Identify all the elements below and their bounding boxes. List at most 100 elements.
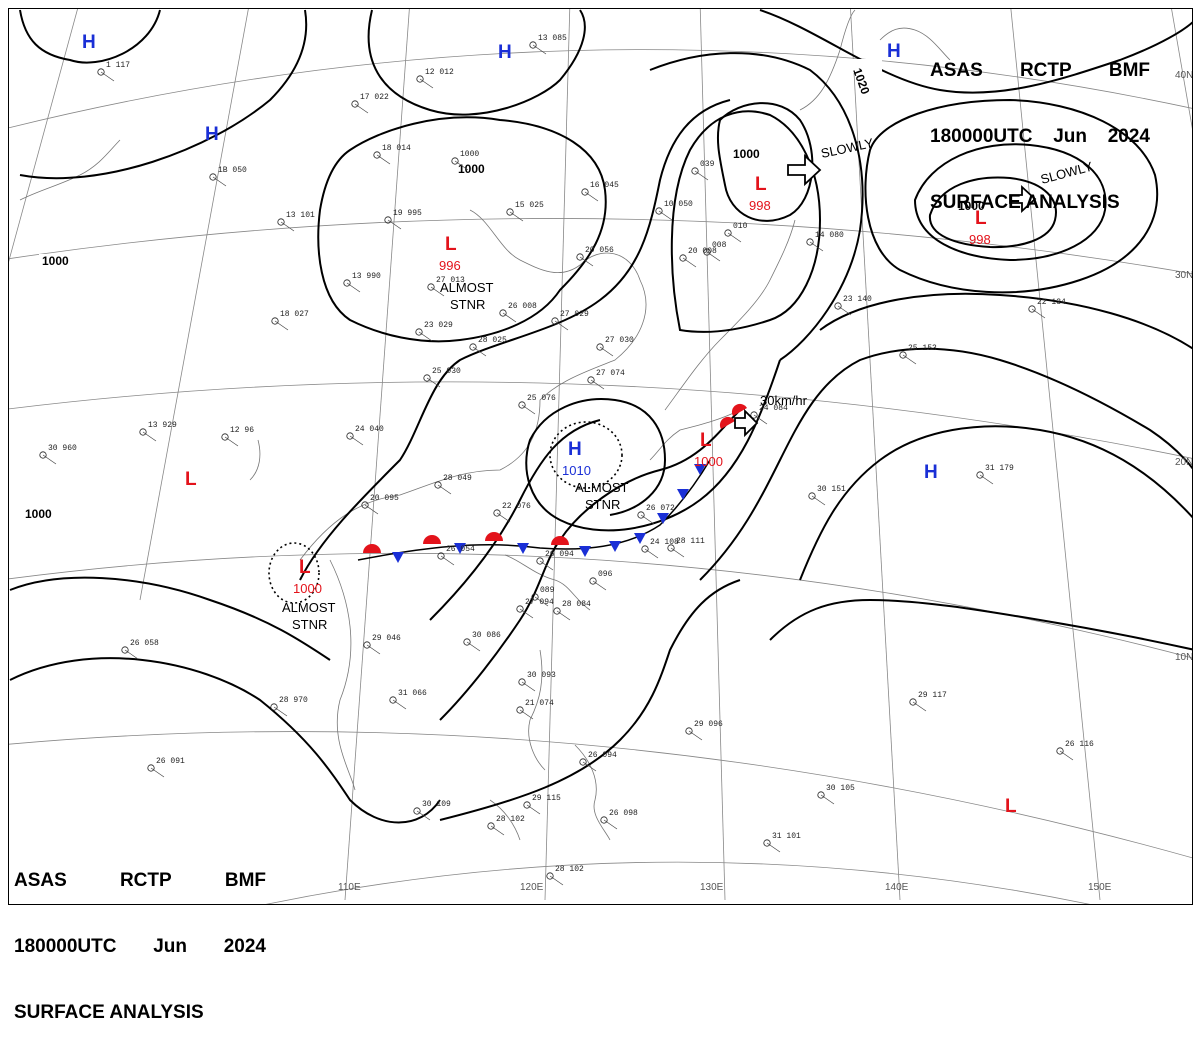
station-circle xyxy=(209,173,217,181)
station-report-text: 26 116 xyxy=(1065,740,1094,749)
longitude-label: 140E xyxy=(885,882,909,893)
station-circle xyxy=(523,801,531,809)
wind-barb xyxy=(366,644,381,655)
wind-barb xyxy=(979,474,994,485)
station-plot: 28 111 xyxy=(667,537,705,558)
station-plot: 20 008 xyxy=(679,247,717,268)
station-report-text: 30 960 xyxy=(48,444,77,453)
high-pressure-center: H 1010 xyxy=(562,439,591,478)
wind-barb xyxy=(280,221,295,232)
station-plot: 24 040 xyxy=(346,425,384,446)
pressure-center-letter: L xyxy=(445,234,457,255)
station-plot: 21 074 xyxy=(516,699,554,720)
isobar-label: 1000 xyxy=(25,507,52,521)
station-plot: 26 008 xyxy=(499,302,537,323)
isobar-label: 1000 xyxy=(42,254,69,268)
station-plot: 008 xyxy=(703,241,727,262)
wind-barb xyxy=(509,211,524,222)
isobar-label: 1000 xyxy=(458,162,485,176)
station-report-text: 29 096 xyxy=(694,720,723,729)
isobars xyxy=(9,9,1192,824)
station-report-text: 27 030 xyxy=(605,336,634,345)
wind-barb xyxy=(811,495,826,506)
station-plot: 31 066 xyxy=(389,689,427,710)
footer-time: 180000UTC xyxy=(14,936,117,957)
wind-barb xyxy=(706,251,721,262)
high-pressure-center: H xyxy=(205,124,219,145)
station-plot: 1000 xyxy=(451,150,479,171)
station-report-text: 16 045 xyxy=(590,181,619,190)
station-circle xyxy=(351,100,359,108)
station-plot: 27 074 xyxy=(587,369,625,390)
station-report-text: 20 056 xyxy=(585,246,614,255)
station-report-text: 29 115 xyxy=(532,794,561,803)
movement-arrows xyxy=(734,153,1037,438)
station-report-text: 26 094 xyxy=(545,550,574,559)
longitude-label: 130E xyxy=(700,882,724,893)
station-plot: 12 96 xyxy=(221,426,254,447)
wind-barb xyxy=(579,256,594,267)
station-report-text: 20 008 xyxy=(688,247,717,256)
header-agency: ASAS xyxy=(930,60,983,81)
latitude-label: 40N xyxy=(1175,70,1193,81)
footer-line-1: ASAS RCTP BMF xyxy=(14,870,266,892)
station-circle xyxy=(553,607,561,615)
station-plot: 30 960 xyxy=(39,444,77,465)
station-circle xyxy=(600,816,608,824)
pressure-center-value: 1000 xyxy=(293,581,322,596)
wind-barb xyxy=(346,282,361,293)
station-circle xyxy=(763,839,771,847)
station-plot: 26 054 xyxy=(437,545,475,566)
footer-year: 2024 xyxy=(223,936,266,957)
footer-agency: ASAS xyxy=(14,870,67,891)
station-circle xyxy=(667,544,675,552)
station-report-text: 30 093 xyxy=(527,671,556,680)
station-report-text: 19 995 xyxy=(393,209,422,218)
station-circle xyxy=(817,791,825,799)
station-plot: 13 990 xyxy=(343,272,381,293)
wind-barb xyxy=(521,404,536,415)
station-plot: 29 046 xyxy=(363,634,401,655)
pressure-center-letter: L xyxy=(700,430,712,451)
station-circle xyxy=(415,328,423,336)
station-circle xyxy=(641,545,649,553)
station-circle xyxy=(806,238,814,246)
station-report-text: 26 098 xyxy=(609,809,638,818)
station-circle xyxy=(434,481,442,489)
station-plot: 16 045 xyxy=(581,181,619,202)
wind-barb xyxy=(430,286,445,297)
station-circle xyxy=(451,157,459,165)
low-pressure-center: L 1000 xyxy=(694,430,723,469)
station-circle xyxy=(427,283,435,291)
station-plots: 13 085 12 012 17 022 18 014 1000 19 995 15 025… xyxy=(39,34,1094,886)
cold-front-mark xyxy=(609,541,621,552)
station-circle xyxy=(139,428,147,436)
header-product: BMF xyxy=(1108,60,1150,81)
station-circle xyxy=(1056,747,1064,755)
station-plot: 24 084 xyxy=(750,404,788,425)
wind-barb xyxy=(454,160,469,171)
station-circle xyxy=(487,822,495,830)
wind-barb xyxy=(150,767,165,778)
wind-barb xyxy=(387,219,402,230)
station-plot: 24 108 xyxy=(641,538,679,559)
pressure-center-letter: H xyxy=(82,32,96,53)
warm-front-mark xyxy=(485,532,503,541)
wind-barb xyxy=(426,377,441,388)
warm-front-mark xyxy=(731,403,747,416)
station-circle xyxy=(346,432,354,440)
station-report-text: 17 022 xyxy=(360,93,389,102)
warm-front-mark xyxy=(551,536,569,545)
station-circle xyxy=(655,207,663,215)
station-plot: 25 076 xyxy=(518,394,556,415)
station-circle xyxy=(536,557,544,565)
station-circle xyxy=(576,253,584,261)
station-report-text: 27 013 xyxy=(436,276,465,285)
station-circle xyxy=(363,641,371,649)
station-plot: 30 093 xyxy=(518,671,556,692)
pressure-center-letter: L xyxy=(299,557,311,578)
station-report-text: 20 095 xyxy=(370,494,399,503)
station-circle xyxy=(551,317,559,325)
station-report-text: 29 046 xyxy=(372,634,401,643)
